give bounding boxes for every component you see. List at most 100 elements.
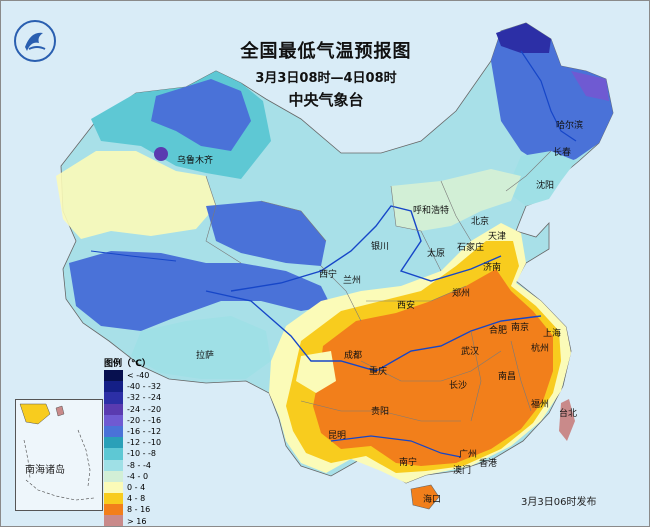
- river-yangtze: [205, 290, 542, 372]
- city-label: 太原: [427, 249, 446, 259]
- city-label: 成都: [344, 351, 363, 361]
- legend-swatch: [104, 470, 123, 482]
- city-label: 西宁: [319, 270, 338, 280]
- city-label: 北京: [471, 217, 490, 227]
- legend: 图例（℃） < -40 -40 - -32 -32 - -24 -24 - -20 -2…: [104, 359, 164, 526]
- region-northeast: [491, 23, 613, 169]
- region-urumqi-cold: [154, 147, 168, 161]
- city-label: 郑州: [452, 289, 471, 299]
- city-label: 香港: [479, 459, 498, 469]
- city-label: 拉萨: [196, 351, 215, 361]
- legend-item: -20 - -16: [104, 414, 164, 426]
- province-borders: [205, 150, 552, 422]
- region-xinjiang-pale: [56, 151, 216, 239]
- legend-item: 4 - 8: [104, 493, 164, 505]
- city-label: 银川: [371, 242, 390, 252]
- legend-label: 8 - 16: [127, 505, 151, 515]
- city-label: 南昌: [498, 372, 517, 382]
- city-label: 台北: [559, 409, 578, 419]
- legend-swatch: [104, 392, 123, 404]
- legend-label: < -40: [127, 371, 150, 381]
- legend-swatch: [104, 515, 123, 526]
- city-label: 天津: [488, 232, 507, 242]
- inset-map: [19, 403, 95, 501]
- legend-label: -40 - -32: [127, 382, 162, 392]
- legend-title: 图例（℃）: [104, 359, 151, 369]
- region-plateau-band: [69, 251, 331, 331]
- city-label: 长春: [553, 148, 572, 158]
- legend-label: > 16: [127, 516, 147, 526]
- city-label: 西安: [397, 301, 416, 311]
- legend-swatch: [104, 414, 123, 426]
- publish-time: 3月3日06时发布: [521, 497, 597, 508]
- city-label: 上海: [543, 329, 562, 339]
- region-liaoning: [506, 151, 576, 206]
- city-label: 呼和浩特: [413, 206, 450, 216]
- legend-item: -8 - -4: [104, 459, 164, 471]
- legend-swatch: [104, 403, 123, 415]
- region-mohe: [496, 23, 551, 53]
- city-label: 哈尔滨: [556, 121, 584, 131]
- legend-item: -12 - -10: [104, 437, 164, 449]
- legend-label: 0 - 4: [127, 482, 146, 492]
- river-tarim: [90, 250, 177, 262]
- region-taiwan: [559, 399, 575, 441]
- river-pearl: [330, 435, 462, 458]
- region-plateau-south: [131, 316, 271, 379]
- legend-label: 4 - 8: [127, 494, 146, 504]
- legend-label: -32 - -24: [127, 393, 162, 403]
- legend-swatch: [104, 459, 123, 471]
- region-heilongjiang-east: [571, 71, 609, 101]
- city-label: 重庆: [369, 367, 388, 377]
- city-label: 长沙: [449, 381, 468, 391]
- legend-item: -16 - -12: [104, 425, 164, 438]
- south-china-sea-inset: [15, 399, 103, 511]
- legend-swatch: [104, 493, 123, 505]
- region-plateau-core: [206, 201, 326, 266]
- legend-item: -10 - -8: [104, 448, 164, 460]
- legend-swatch: [104, 504, 123, 516]
- legend-swatch: [104, 425, 123, 438]
- legend-item: -4 - 0: [104, 470, 164, 482]
- legend-item: 8 - 16: [104, 504, 164, 516]
- legend-item: > 16: [104, 515, 164, 526]
- region-north-mild: [391, 169, 521, 231]
- city-label: 石家庄: [457, 243, 485, 253]
- legend-item: < -40: [104, 370, 164, 382]
- forecast-period: 3月3日08时—4日08时: [255, 71, 397, 86]
- cma-logo-icon: [14, 20, 56, 62]
- legend-label: -12 - -10: [127, 438, 162, 448]
- region-eight-sixteen: [313, 269, 553, 466]
- legend-swatch: [104, 481, 123, 494]
- city-label: 昆明: [328, 431, 347, 441]
- legend-item: -40 - -32: [104, 381, 164, 393]
- city-label: 武汉: [461, 347, 480, 357]
- legend-label: -24 - -20: [127, 404, 162, 414]
- city-label: 济南: [483, 263, 502, 273]
- city-label: 杭州: [531, 344, 550, 354]
- region-altay-cold: [151, 79, 251, 151]
- city-label: 沈阳: [536, 181, 555, 191]
- legend-label: -20 - -16: [127, 415, 162, 425]
- river-songhua: [520, 50, 577, 142]
- legend-item: 0 - 4: [104, 481, 164, 494]
- city-label: 南京: [511, 323, 530, 333]
- city-label: 海口: [423, 495, 442, 505]
- legend-swatch: [104, 381, 123, 393]
- legend-label: -8 - -4: [127, 460, 151, 470]
- legend-item: -24 - -20: [104, 403, 164, 415]
- city-label: 乌鲁木齐: [177, 156, 214, 166]
- city-label: 贵阳: [371, 407, 390, 417]
- region-hainan: [410, 484, 440, 510]
- inset-label: 南海诸岛: [25, 465, 65, 476]
- city-label: 合肥: [489, 326, 508, 336]
- legend-swatch: [104, 437, 123, 449]
- map-title: 全国最低气温预报图: [240, 41, 412, 62]
- city-label: 广州: [459, 450, 478, 460]
- city-label: 兰州: [343, 276, 362, 286]
- legend-swatch: [104, 370, 123, 382]
- legend-rows: < -40 -40 - -32 -32 - -24 -24 - -20 -20 - -1…: [104, 370, 164, 526]
- city-label: 福州: [531, 400, 550, 410]
